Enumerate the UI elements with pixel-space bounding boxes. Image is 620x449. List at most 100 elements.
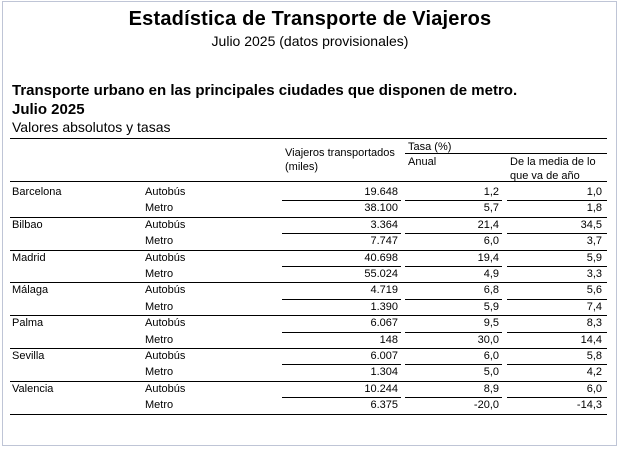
city-group-rule [10, 315, 607, 316]
city-group-rule [10, 381, 607, 382]
row-rule [405, 266, 502, 267]
city-group-rule [10, 282, 607, 283]
mode-cell: Metro [145, 366, 174, 379]
row-rule [507, 397, 607, 398]
row-rule [282, 200, 401, 201]
table-period: Julio 2025 [12, 101, 85, 118]
header-anual: Anual [408, 156, 437, 168]
anual-cell: 8,9 [483, 382, 499, 395]
row-rule [282, 299, 401, 300]
row-rule [282, 397, 401, 398]
city-cell: Bilbao [12, 218, 43, 231]
mode-cell: Autobús [145, 317, 186, 330]
media-cell: 1,0 [586, 186, 602, 198]
mode-cell: Autobús [145, 251, 186, 264]
city-cell: Madrid [12, 251, 46, 264]
viajeros-cell: 6.375 [370, 399, 398, 412]
viajeros-cell: 1.390 [370, 300, 398, 313]
media-cell: 34,5 [580, 218, 602, 231]
media-cell: 1,8 [586, 202, 602, 215]
viajeros-cell: 10.244 [364, 382, 398, 395]
anual-cell: 6,8 [483, 284, 499, 297]
anual-cell: 4,9 [483, 268, 499, 280]
mode-cell: Metro [145, 333, 174, 346]
row-rule [282, 266, 401, 267]
anual-cell: 5,0 [483, 366, 499, 379]
mode-cell: Metro [145, 268, 174, 280]
mode-cell: Autobús [145, 350, 186, 362]
viajeros-cell: 6.007 [370, 350, 398, 362]
header-tasa: Tasa (%) [408, 141, 452, 153]
mode-cell: Autobús [145, 218, 186, 231]
page-subtitle: Julio 2025 (datos provisionales) [211, 33, 409, 49]
mode-cell: Autobús [145, 186, 186, 198]
city-cell: Sevilla [12, 350, 45, 362]
anual-cell: 5,9 [483, 300, 499, 313]
mode-cell: Metro [145, 202, 174, 215]
city-group-rule [10, 348, 607, 349]
row-rule [282, 233, 401, 234]
media-cell: 5,9 [586, 251, 602, 264]
viajeros-cell: 38.100 [364, 202, 398, 215]
viajeros-cell: 19.648 [364, 186, 398, 198]
anual-cell: 6,0 [483, 235, 499, 248]
viajeros-cell: 148 [379, 333, 398, 346]
anual-cell: 30,0 [477, 333, 499, 346]
anual-cell: 1,2 [483, 186, 499, 198]
viajeros-cell: 4.719 [370, 284, 398, 297]
viajeros-cell: 1.304 [370, 366, 398, 379]
page-title: Estadística de Transporte de Viajeros [128, 8, 492, 30]
viajeros-cell: 6.067 [370, 317, 398, 330]
row-rule [405, 233, 502, 234]
anual-cell: -20,0 [473, 399, 499, 412]
anual-cell: 21,4 [477, 218, 499, 231]
mode-cell: Metro [145, 235, 174, 248]
row-rule [282, 332, 401, 333]
row-rule [507, 332, 607, 333]
row-rule [405, 364, 502, 365]
city-cell: Valencia [12, 382, 54, 395]
media-cell: 8,3 [586, 317, 602, 330]
row-rule [405, 299, 502, 300]
city-cell: Barcelona [12, 186, 62, 198]
viajeros-cell: 7.747 [370, 235, 398, 248]
table-units: Valores absolutos y tasas [12, 119, 171, 135]
row-rule [507, 299, 607, 300]
anual-cell: 9,5 [483, 317, 499, 330]
row-rule [507, 364, 607, 365]
mode-cell: Autobús [145, 284, 186, 297]
media-cell: 4,2 [586, 366, 602, 379]
viajeros-cell: 3.364 [370, 218, 398, 231]
city-group-rule [10, 250, 607, 251]
row-rule [507, 266, 607, 267]
mode-cell: Metro [145, 399, 174, 412]
anual-cell: 6,0 [483, 350, 499, 362]
header-viajeros: Viajeros transportados (miles) [285, 147, 395, 173]
table-heading: Transporte urbano en las principales ciu… [12, 82, 518, 99]
header-top-rule [10, 138, 607, 139]
city-cell: Málaga [12, 284, 49, 297]
viajeros-cell: 40.698 [364, 251, 398, 264]
viajeros-cell: 55.024 [364, 268, 398, 280]
media-cell: 3,3 [586, 268, 602, 280]
mode-cell: Autobús [145, 382, 186, 395]
city-group-rule [10, 217, 607, 218]
anual-cell: 19,4 [477, 251, 499, 264]
media-cell: 5,8 [586, 350, 602, 362]
tasa-rule [405, 153, 607, 154]
header-media: De la media de lo que va de año [510, 156, 596, 182]
media-cell: -14,3 [576, 399, 602, 412]
media-cell: 3,7 [586, 235, 602, 248]
city-group-rule [10, 414, 607, 415]
row-rule [507, 200, 607, 201]
media-cell: 5,6 [586, 284, 602, 297]
row-rule [282, 364, 401, 365]
anual-cell: 5,7 [483, 202, 499, 215]
media-cell: 7,4 [586, 300, 602, 313]
row-rule [405, 332, 502, 333]
row-rule [405, 397, 502, 398]
media-cell: 14,4 [580, 333, 602, 346]
media-cell: 6,0 [586, 382, 602, 395]
city-cell: Palma [12, 317, 44, 330]
